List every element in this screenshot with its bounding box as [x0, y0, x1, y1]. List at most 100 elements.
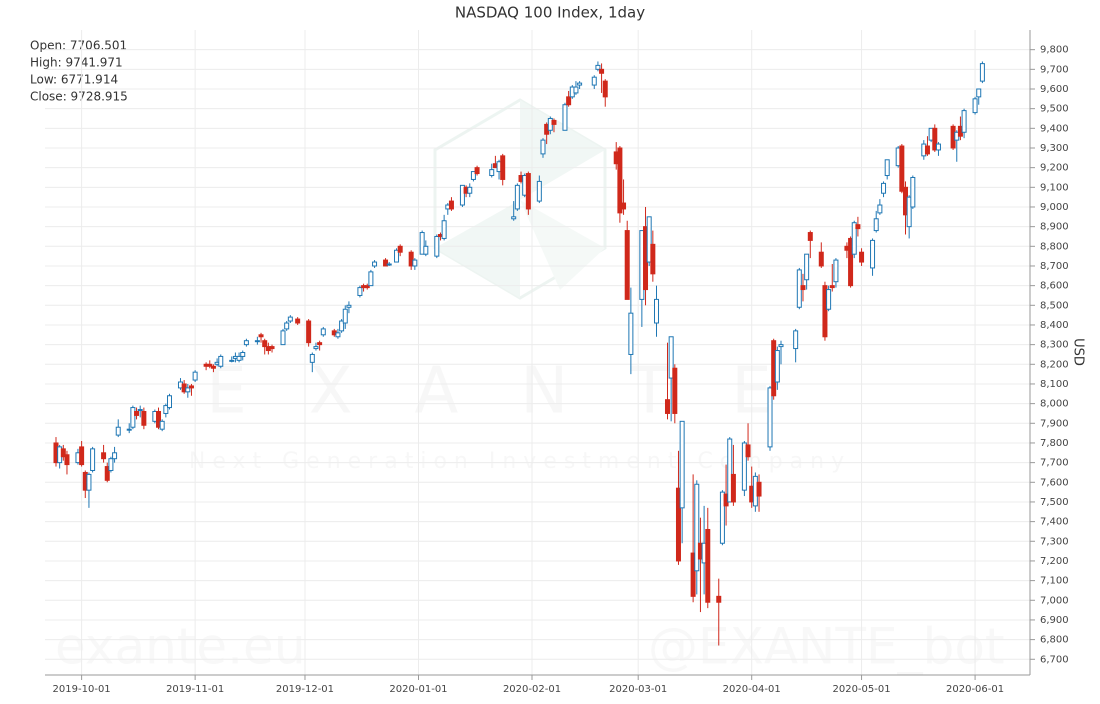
candle-body	[910, 176, 916, 208]
candle-body	[511, 216, 517, 220]
candle-body	[101, 452, 107, 460]
candle-body	[672, 367, 678, 414]
candle-body	[412, 259, 418, 267]
candle-body	[800, 285, 806, 291]
candle-body	[829, 285, 835, 289]
candle-body	[602, 80, 608, 98]
candle-body	[577, 82, 583, 86]
y-tick-label: 9,500	[1040, 104, 1069, 115]
x-tick-label: 2020-01-01	[389, 684, 447, 695]
candle-body	[551, 119, 557, 125]
candle-body	[280, 330, 286, 346]
grid	[45, 30, 1030, 675]
x-tick-label: 2020-05-01	[832, 684, 890, 695]
candle-body	[719, 491, 725, 544]
candle-body	[137, 409, 143, 412]
summary-low: Low: 6771.914	[30, 73, 118, 87]
y-tick-label: 8,500	[1040, 300, 1069, 311]
watermark-text: exante.eu	[55, 618, 306, 676]
candle-body	[756, 481, 762, 497]
candle-body	[90, 448, 96, 471]
y-tick-label: 8,300	[1040, 340, 1069, 351]
y-tick-label: 9,100	[1040, 182, 1069, 193]
candle-body	[906, 196, 912, 228]
candle-body	[166, 395, 172, 409]
candle-body	[664, 399, 670, 414]
candle-body	[668, 336, 674, 379]
candle-body	[258, 334, 264, 338]
candle-body	[339, 320, 345, 332]
candle-body	[112, 452, 118, 460]
y-tick-label: 6,800	[1040, 635, 1069, 646]
candle-body	[675, 487, 681, 562]
candle-body	[855, 224, 861, 230]
candle-body	[306, 320, 312, 344]
x-tick-label: 2019-10-01	[53, 684, 111, 695]
candle-body	[459, 184, 465, 206]
y-tick-label: 7,900	[1040, 418, 1069, 429]
y-tick-label: 7,800	[1040, 438, 1069, 449]
watermark-text: @EXANTE_bot	[648, 618, 1005, 676]
x-tick-label: 2020-04-01	[723, 684, 781, 695]
candle-body	[646, 216, 652, 263]
candle-body	[243, 340, 249, 346]
y-tick-label: 6,700	[1040, 654, 1069, 665]
candle-body	[489, 169, 495, 177]
x-tick-label: 2019-11-01	[166, 684, 224, 695]
candle-body	[163, 405, 169, 414]
candle-body	[218, 355, 224, 367]
y-tick-label: 7,600	[1040, 477, 1069, 488]
y-tick-label: 7,300	[1040, 536, 1069, 547]
candle-body	[309, 353, 315, 363]
candle-body	[408, 251, 414, 267]
y-tick-label: 9,000	[1040, 202, 1069, 213]
candle-body	[383, 259, 389, 267]
candle-body	[159, 420, 165, 430]
candle-body	[705, 528, 711, 603]
candle-body	[108, 458, 114, 471]
candle-body	[972, 98, 978, 114]
candle-body	[295, 318, 301, 324]
candle-body	[284, 322, 290, 330]
candle-body	[394, 249, 400, 263]
candle-body	[573, 86, 579, 94]
candle-body	[192, 371, 198, 381]
candle-body	[500, 155, 506, 180]
candle-body	[236, 355, 242, 361]
candle-body	[419, 232, 425, 255]
candle-body	[320, 328, 326, 336]
candle-body	[727, 438, 733, 503]
watermark-logo	[520, 100, 605, 200]
candle-body	[793, 330, 799, 350]
candle-body	[467, 186, 473, 194]
candle-body	[441, 220, 447, 239]
candle-body	[979, 63, 985, 82]
candle-body	[654, 298, 660, 324]
y-tick-label: 7,500	[1040, 497, 1069, 508]
y-tick-label: 9,400	[1040, 123, 1069, 134]
chart-title: NASDAQ 100 Index, 1day	[455, 4, 645, 22]
candle-body	[79, 446, 85, 466]
candle-body	[859, 251, 865, 263]
candle-body	[357, 287, 363, 296]
y-tick-label: 9,300	[1040, 143, 1069, 154]
watermark: EXANTE Next Generation Investment Compan…	[55, 98, 1005, 676]
candle-body	[368, 271, 374, 287]
y-tick-label: 7,100	[1040, 576, 1069, 587]
candle-body	[833, 259, 839, 283]
candle-body	[873, 218, 879, 232]
candle-body	[342, 308, 348, 324]
candle-body	[126, 428, 132, 431]
summary-open: Open: 7706.501	[30, 39, 127, 53]
y-tick-label: 8,600	[1040, 281, 1069, 292]
candle-body	[474, 167, 480, 175]
candle-body	[807, 232, 813, 241]
y-tick-label: 8,800	[1040, 241, 1069, 252]
candle-body	[650, 243, 656, 275]
x-tick-label: 2020-06-01	[946, 684, 1004, 695]
candle-body	[372, 261, 378, 267]
candle-body	[536, 180, 542, 202]
y-tick-label: 8,000	[1040, 399, 1069, 410]
candle-body	[313, 346, 319, 350]
candle-body	[848, 237, 854, 287]
